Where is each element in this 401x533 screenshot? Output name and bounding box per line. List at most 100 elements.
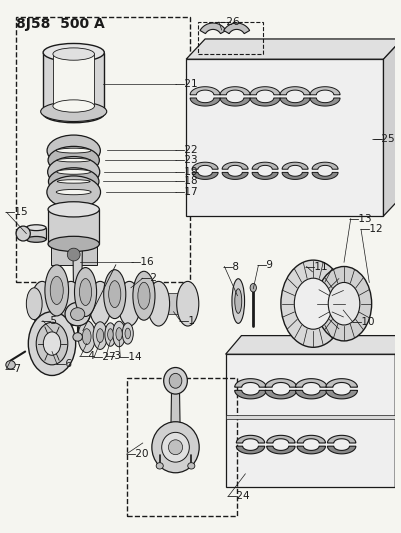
- Polygon shape: [222, 172, 248, 180]
- Text: —2: —2: [141, 273, 158, 283]
- Polygon shape: [200, 23, 226, 34]
- Ellipse shape: [16, 226, 30, 241]
- Polygon shape: [328, 435, 356, 443]
- Polygon shape: [192, 172, 218, 180]
- Ellipse shape: [164, 368, 187, 394]
- Ellipse shape: [177, 281, 199, 326]
- Text: 8J58  500 A: 8J58 500 A: [16, 17, 105, 30]
- Ellipse shape: [235, 289, 242, 313]
- Polygon shape: [252, 172, 278, 180]
- Polygon shape: [190, 87, 220, 95]
- Polygon shape: [192, 162, 218, 169]
- Ellipse shape: [53, 100, 95, 112]
- Polygon shape: [235, 378, 266, 387]
- Ellipse shape: [31, 281, 53, 326]
- Polygon shape: [190, 98, 220, 106]
- Text: —4: —4: [79, 351, 96, 361]
- Text: —6: —6: [55, 359, 72, 369]
- Ellipse shape: [43, 44, 104, 62]
- Text: —10: —10: [351, 317, 375, 327]
- Text: —20: —20: [125, 449, 148, 458]
- Polygon shape: [296, 378, 327, 387]
- Text: —23: —23: [174, 155, 198, 165]
- Ellipse shape: [48, 157, 100, 187]
- Ellipse shape: [294, 278, 332, 329]
- Text: —9: —9: [256, 261, 273, 270]
- Polygon shape: [186, 39, 401, 59]
- Ellipse shape: [138, 282, 150, 309]
- Bar: [158, 293, 188, 314]
- Polygon shape: [395, 336, 401, 487]
- Ellipse shape: [57, 148, 91, 153]
- Ellipse shape: [57, 180, 90, 183]
- Ellipse shape: [97, 329, 104, 343]
- Text: —21: —21: [174, 79, 198, 89]
- Ellipse shape: [328, 282, 360, 325]
- Polygon shape: [328, 446, 356, 454]
- Ellipse shape: [43, 104, 104, 123]
- Text: —14: —14: [118, 352, 142, 362]
- Ellipse shape: [49, 168, 99, 195]
- Polygon shape: [252, 162, 278, 169]
- Bar: [43, 53, 104, 114]
- Ellipse shape: [48, 236, 99, 252]
- Text: —19: —19: [174, 167, 198, 177]
- Text: —26: —26: [217, 17, 241, 27]
- Text: —15: —15: [5, 207, 28, 217]
- Text: —16: —16: [131, 257, 154, 267]
- Ellipse shape: [26, 288, 42, 320]
- Bar: [226, 354, 395, 487]
- Text: —13: —13: [349, 214, 373, 224]
- Text: —5: —5: [41, 316, 58, 326]
- Ellipse shape: [57, 158, 90, 162]
- Polygon shape: [267, 446, 295, 454]
- Ellipse shape: [116, 328, 122, 341]
- Bar: [186, 59, 383, 216]
- Ellipse shape: [113, 321, 126, 347]
- Polygon shape: [236, 435, 265, 443]
- Ellipse shape: [107, 329, 113, 341]
- Text: —11: —11: [305, 262, 328, 271]
- Bar: [71, 293, 100, 314]
- Text: —1: —1: [178, 316, 195, 326]
- Ellipse shape: [6, 361, 15, 369]
- Ellipse shape: [41, 102, 107, 122]
- Polygon shape: [310, 87, 340, 95]
- Polygon shape: [267, 435, 295, 443]
- Polygon shape: [265, 378, 297, 387]
- Ellipse shape: [56, 189, 91, 195]
- Ellipse shape: [75, 268, 97, 317]
- Ellipse shape: [168, 440, 182, 455]
- Ellipse shape: [93, 322, 107, 350]
- Polygon shape: [236, 446, 265, 454]
- Ellipse shape: [48, 147, 99, 174]
- Polygon shape: [280, 98, 310, 106]
- Bar: [16, 17, 190, 282]
- Ellipse shape: [169, 373, 182, 388]
- Text: —24: —24: [227, 491, 250, 501]
- Polygon shape: [250, 98, 280, 106]
- Polygon shape: [312, 162, 338, 169]
- Polygon shape: [235, 390, 266, 399]
- Ellipse shape: [105, 323, 116, 346]
- Ellipse shape: [73, 333, 82, 341]
- Ellipse shape: [48, 202, 99, 217]
- Ellipse shape: [26, 237, 46, 243]
- Polygon shape: [282, 172, 308, 180]
- Polygon shape: [222, 162, 248, 169]
- Polygon shape: [220, 87, 250, 95]
- Bar: [130, 293, 158, 314]
- Bar: [127, 378, 237, 516]
- Polygon shape: [297, 435, 326, 443]
- Polygon shape: [326, 390, 357, 399]
- Ellipse shape: [57, 169, 91, 174]
- Polygon shape: [226, 336, 401, 354]
- Ellipse shape: [133, 271, 155, 320]
- Bar: [48, 209, 99, 244]
- Ellipse shape: [28, 312, 76, 375]
- Ellipse shape: [188, 463, 195, 469]
- Text: —3: —3: [104, 351, 121, 361]
- Ellipse shape: [50, 277, 63, 304]
- Ellipse shape: [250, 284, 256, 292]
- Polygon shape: [265, 390, 297, 399]
